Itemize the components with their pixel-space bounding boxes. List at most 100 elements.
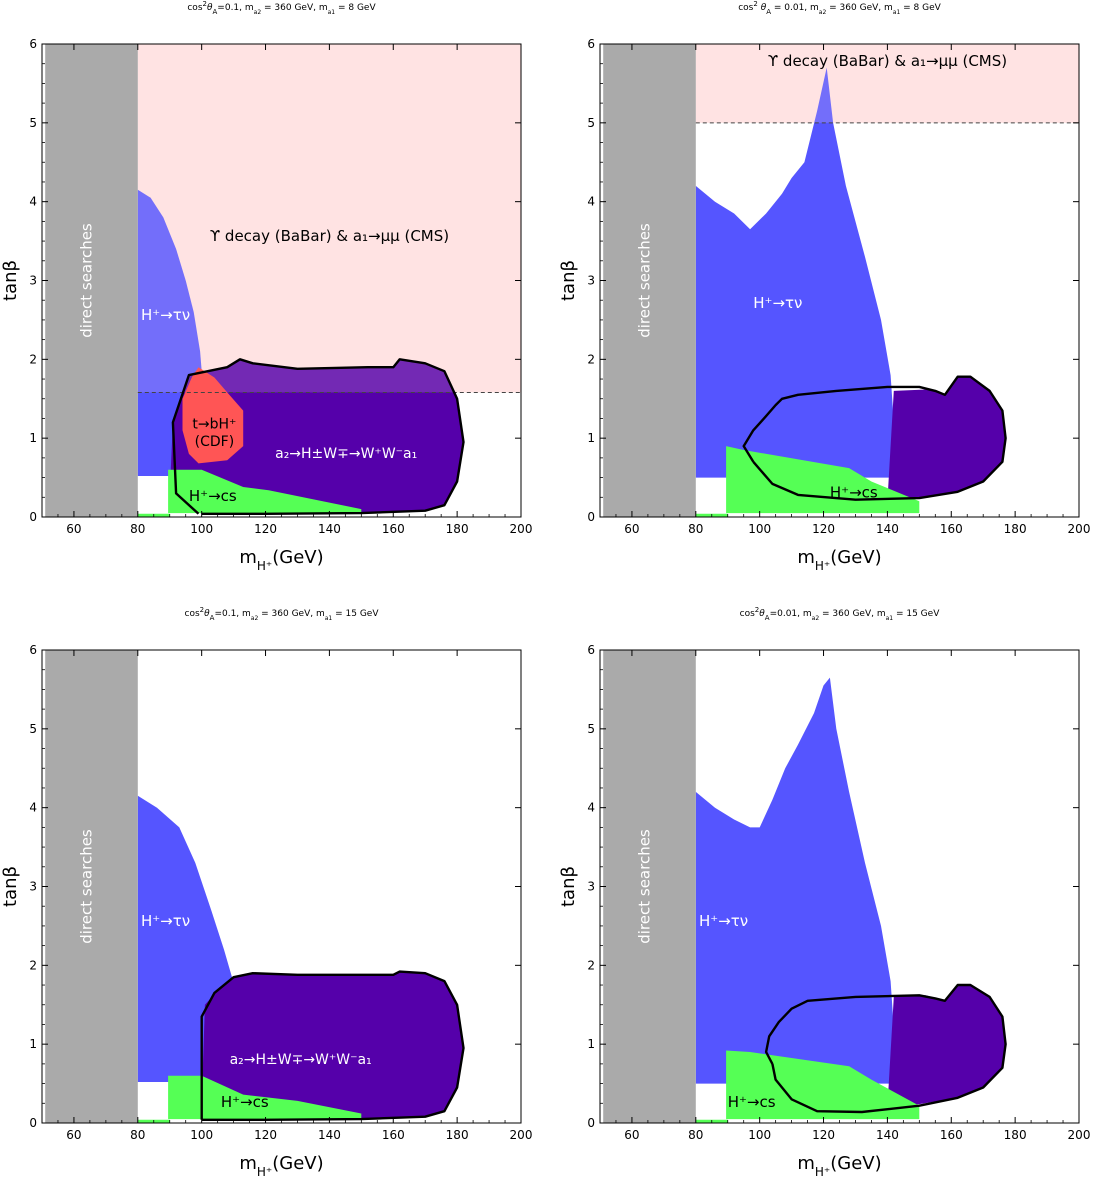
x-axis-label: mH⁺(GeV)	[239, 547, 323, 573]
y-tick-label: 2	[587, 958, 595, 972]
y-tick-label: 4	[29, 801, 37, 815]
direct-searches-region	[603, 44, 696, 517]
y-axis-label: tanβ	[0, 260, 21, 301]
y-tick-label: 6	[29, 37, 37, 51]
panel-title: cos2 θA = 0.01, ma2 = 360 GeV, ma1 = 8 G…	[738, 0, 941, 16]
x-tick-label: 160	[940, 522, 963, 536]
y-tick-label: 4	[587, 801, 595, 815]
cdf_1-label: t→bH⁺	[192, 417, 236, 433]
a2-excluded-region	[887, 376, 1006, 502]
plot-area	[603, 650, 1007, 1123]
direct-searches-region	[45, 44, 138, 517]
x-axis-label: mH⁺(GeV)	[239, 1153, 323, 1179]
y-tick-label: 2	[587, 352, 595, 366]
y-tick-label: 0	[29, 1116, 37, 1130]
upsilon-band-overlay	[137, 44, 521, 393]
panel-3: 60 80 100 120 140 160 180 200 0 1 2 3 4 5 6 cos2θA=0.1,…	[0, 606, 532, 1179]
cs-excluded-region	[168, 1075, 362, 1120]
y-tick-label: 6	[29, 643, 37, 657]
y-tick-label: 1	[587, 1037, 595, 1051]
x-tick-label: 140	[876, 522, 899, 536]
taunu-excluded-region	[695, 67, 894, 478]
cs-excluded-region	[726, 446, 920, 514]
x-tick-label: 160	[382, 522, 405, 536]
x-tick-label: 200	[1068, 1128, 1091, 1142]
y-tick-label: 2	[29, 958, 37, 972]
taunu-excluded-region	[695, 677, 894, 1084]
plot-area	[603, 44, 1079, 517]
y-tick-label: 3	[587, 880, 595, 894]
direct-searches-label: direct searches	[77, 829, 95, 944]
y-tick-label: 3	[29, 880, 37, 894]
y-axis-label: tanβ	[558, 866, 579, 907]
direct-searches-region	[603, 650, 696, 1123]
x-tick-label: 180	[1004, 522, 1027, 536]
x-tick-label: 140	[318, 522, 341, 536]
x-tick-label: 120	[812, 522, 835, 536]
upsilon-excluded-band	[695, 44, 1079, 123]
x-tick-label: 200	[510, 522, 533, 536]
cdf-excluded-region	[182, 367, 244, 464]
panel-title: cos2θA=0.1, ma2 = 360 GeV, ma1 = 8 GeV	[187, 0, 376, 16]
x-tick-label: 120	[254, 1128, 277, 1142]
x-tick-label: 120	[254, 522, 277, 536]
x-tick-label: 80	[688, 522, 703, 536]
x-tick-label: 80	[130, 1128, 145, 1142]
y-tick-label: 5	[587, 722, 595, 736]
cs-excluded-region	[168, 469, 362, 514]
y-tick-label: 5	[29, 722, 37, 736]
y-tick-label: 1	[587, 431, 595, 445]
x-tick-label: 100	[748, 522, 771, 536]
x-tick-label: 80	[130, 522, 145, 536]
cs-label: H⁺→cs	[221, 1093, 269, 1111]
y-tick-label: 6	[587, 37, 595, 51]
x-tick-label: 60	[624, 522, 639, 536]
y-tick-label: 5	[587, 116, 595, 130]
direct-searches-label: direct searches	[77, 223, 95, 338]
a2-excluded-region	[169, 359, 464, 514]
a2-boundary-curve	[171, 358, 465, 515]
cs-excluded-region	[726, 1050, 920, 1120]
x-axis-label: mH⁺(GeV)	[797, 1153, 881, 1179]
a2-label: a₂→H±W∓→W⁺W⁻a₁	[230, 1052, 372, 1068]
panel-title: cos2θA=0.1, ma2 = 360 GeV, ma1 = 15 GeV	[185, 606, 380, 622]
y-tick-label: 3	[29, 274, 37, 288]
y-tick-label: 2	[29, 352, 37, 366]
upsilon-excluded-band	[137, 44, 521, 393]
x-tick-label: 200	[1068, 522, 1091, 536]
a2-label: a₂→H±W∓→W⁺W⁻a₁	[275, 446, 417, 462]
y-tick-label: 3	[587, 274, 595, 288]
x-tick-label: 140	[876, 1128, 899, 1142]
direct-searches-label: direct searches	[635, 223, 653, 338]
plot-area	[45, 650, 465, 1123]
taunu-label: H⁺→τν	[141, 912, 190, 930]
y-axis-label: tanβ	[558, 260, 579, 301]
x-tick-label: 60	[624, 1128, 639, 1142]
a2-excluded-region	[887, 985, 1006, 1108]
x-tick-label: 180	[1004, 1128, 1027, 1142]
a2-boundary-curve	[200, 970, 465, 1122]
taunu-label: H⁺→τν	[699, 912, 748, 930]
x-tick-label: 80	[688, 1128, 703, 1142]
x-tick-label: 100	[748, 1128, 771, 1142]
x-tick-label: 100	[190, 1128, 213, 1142]
upsilon-label: ϒ decay (BaBar) & a₁→μμ (CMS)	[210, 227, 449, 245]
direct-searches-label: direct searches	[635, 829, 653, 944]
y-tick-label: 4	[587, 195, 595, 209]
panel-2: 60 80 100 120 140 160 180 200 0 1 2 3 4 5 6 cos2 θA = 0…	[558, 0, 1090, 573]
panel-1: 60 80 100 120 140 160 180 200 0 1 2 3 4 5 6 cos2θA=0.1,…	[0, 0, 532, 573]
y-tick-label: 1	[29, 1037, 37, 1051]
plot-area	[45, 44, 521, 517]
x-tick-label: 140	[318, 1128, 341, 1142]
y-tick-label: 5	[29, 116, 37, 130]
a2-boundary-curve	[742, 375, 1007, 501]
cdf_2-label: (CDF)	[195, 434, 235, 450]
cs-label: H⁺→cs	[189, 487, 237, 505]
x-axis-label: mH⁺(GeV)	[797, 547, 881, 573]
y-tick-label: 1	[29, 431, 37, 445]
x-tick-label: 60	[66, 1128, 81, 1142]
upsilon-label: ϒ decay (BaBar) & a₁→μμ (CMS)	[768, 52, 1007, 70]
y-tick-label: 0	[29, 510, 37, 524]
x-tick-label: 180	[446, 1128, 469, 1142]
